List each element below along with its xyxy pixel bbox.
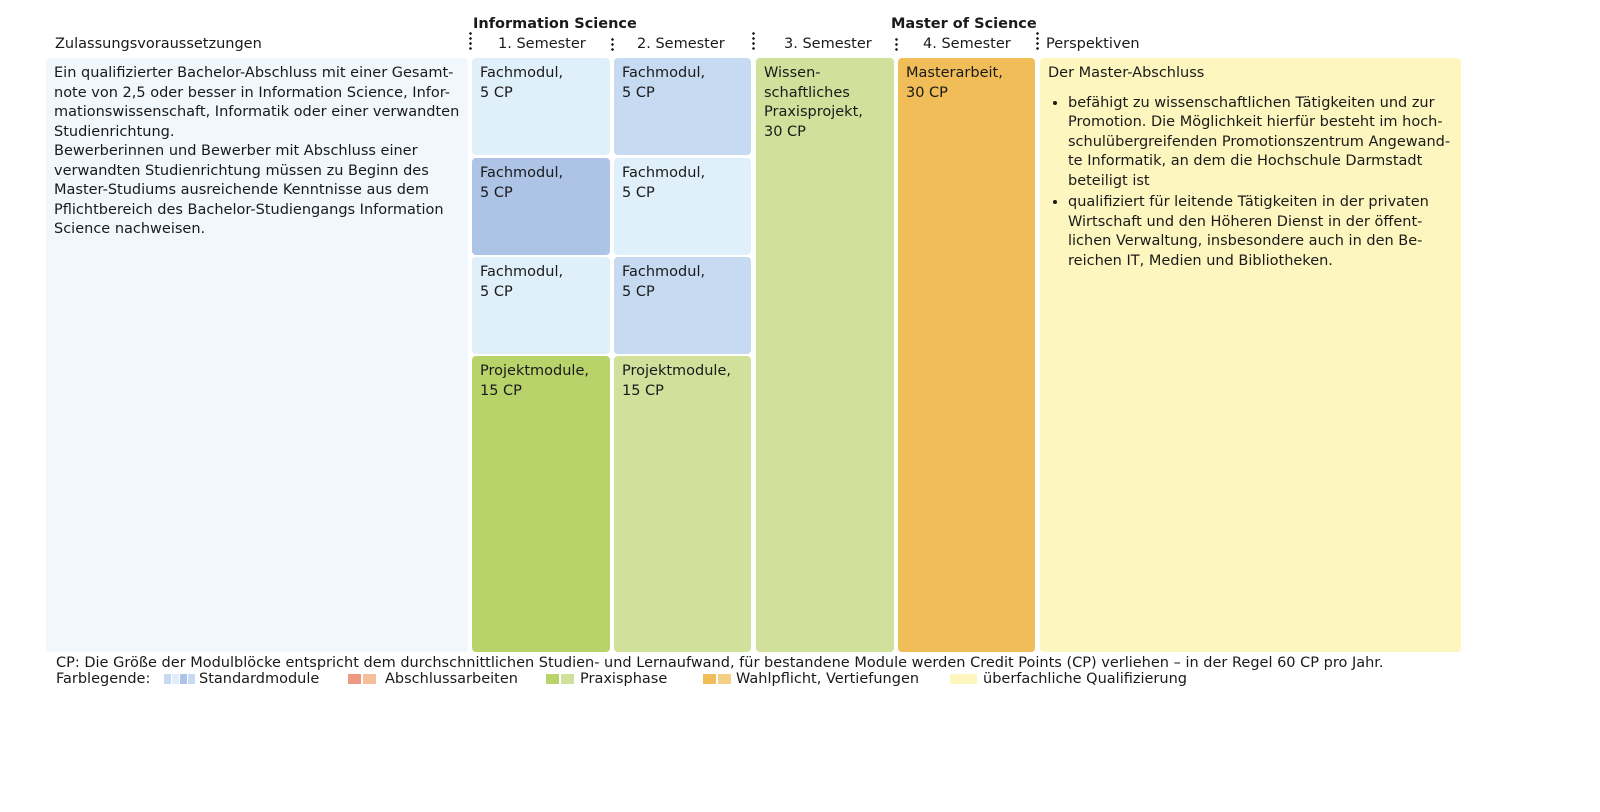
semester-3-header: 3. Semester [784, 36, 872, 52]
separator-dots [752, 31, 755, 51]
legend-swatch [718, 674, 731, 684]
module-label: Fachmodul, 5 CP [480, 165, 564, 201]
footnote: CP: Die Größe der Modulblöcke entspricht… [56, 655, 1384, 671]
admission-box: Ein qualifizierter Bachelor-Abschluss mi… [46, 58, 468, 652]
legend-swatch [180, 674, 187, 684]
module-label: Fachmodul, 5 CP [480, 65, 564, 101]
module-label: Fachmodul, 5 CP [622, 264, 706, 300]
perspective-item: befähigt zu wissenschaftlichen Tätigkeit… [1068, 94, 1453, 192]
legend-item-label: Wahlpflicht, Vertiefungen [736, 671, 920, 687]
module-block: Fachmodul, 5 CP [472, 158, 610, 255]
module-block: Fachmodul, 5 CP [472, 257, 610, 354]
legend-swatch [188, 674, 195, 684]
perspectives-box: Der Master-Abschluss befähigt zu wissens… [1040, 58, 1461, 652]
perspectives-header: Perspektiven [1046, 36, 1140, 52]
module-label: Wissen- schaftliches Praxisprojekt, 30 C… [764, 65, 863, 140]
module-label: Masterarbeit, 30 CP [906, 65, 1003, 101]
legend-swatch [172, 674, 179, 684]
perspectives-title: Der Master-Abschluss [1048, 65, 1205, 81]
practice-project-block: Wissen- schaftliches Praxisprojekt, 30 C… [756, 58, 894, 652]
legend-swatch [561, 674, 574, 684]
project-module-block: Projektmodule, 15 CP [472, 356, 610, 652]
thesis-block: Masterarbeit, 30 CP [898, 58, 1035, 652]
legend-swatch [703, 674, 716, 684]
legend-item-label: Standardmodule [199, 671, 320, 687]
semester-2-header: 2. Semester [637, 36, 725, 52]
module-block: Fachmodul, 5 CP [614, 158, 751, 255]
separator-dots [469, 31, 472, 51]
admission-header: Zulassungsvoraussetzungen [55, 36, 262, 52]
legend-swatch [363, 674, 376, 684]
legend-swatch [164, 674, 171, 684]
project-module-block: Projektmodule, 15 CP [614, 356, 751, 652]
legend-swatch [546, 674, 559, 684]
separator-dots [1036, 31, 1039, 51]
legend-item-label: Abschlussarbeiten [385, 671, 518, 687]
program-name: Information Science [473, 16, 637, 32]
legend-swatch [348, 674, 361, 684]
legend-swatch [950, 674, 977, 684]
admission-text: Ein qualifizierter Bachelor-Abschluss mi… [54, 65, 460, 237]
semester-1-header: 1. Semester [498, 36, 586, 52]
perspectives-list: befähigt zu wissenschaftlichen Tätigkeit… [1048, 94, 1453, 272]
module-label: Fachmodul, 5 CP [622, 165, 706, 201]
separator-dots [895, 37, 898, 51]
module-label: Projektmodule, 15 CP [622, 363, 731, 399]
semester-4-header: 4. Semester [923, 36, 1011, 52]
perspective-item: qualifiziert für leitende Tätigkeiten in… [1068, 193, 1453, 271]
module-label: Fachmodul, 5 CP [480, 264, 564, 300]
degree-title: Master of Science [891, 16, 1037, 32]
legend-item-label: Praxisphase [580, 671, 668, 687]
module-block: Fachmodul, 5 CP [614, 257, 751, 354]
separator-dots [611, 37, 614, 51]
module-block: Fachmodul, 5 CP [614, 58, 751, 155]
module-label: Fachmodul, 5 CP [622, 65, 706, 101]
legend-label: Farblegende: [56, 671, 151, 687]
module-block: Fachmodul, 5 CP [472, 58, 610, 155]
legend-item-label: überfachliche Qualifizierung [983, 671, 1187, 687]
module-label: Projektmodule, 15 CP [480, 363, 589, 399]
